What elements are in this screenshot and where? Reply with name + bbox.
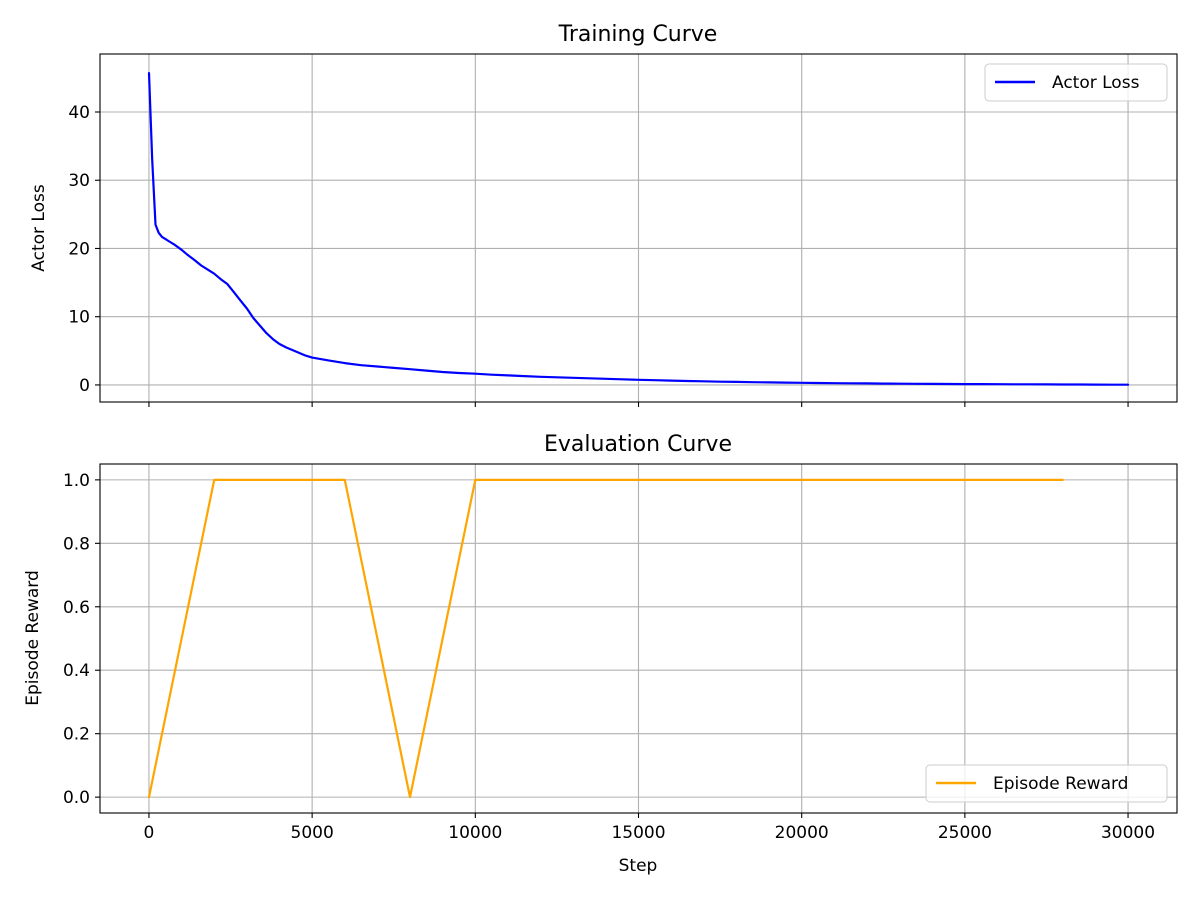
evaluation-curve-ytick-label: 0.4 bbox=[63, 661, 90, 681]
evaluation-curve-ytick-label: 0.2 bbox=[63, 725, 90, 745]
evaluation-curve-legend: Episode Reward bbox=[926, 765, 1167, 802]
actor-loss-legend-label: Actor Loss bbox=[1052, 73, 1140, 93]
evaluation-curve-ytick-label: 0.6 bbox=[63, 598, 90, 618]
evaluation-curve-xtick-label: 10000 bbox=[448, 823, 502, 843]
episode-reward-legend-label: Episode Reward bbox=[993, 774, 1128, 794]
evaluation-curve-xtick-label: 25000 bbox=[938, 823, 992, 843]
training-curve-title: Training Curve bbox=[558, 22, 718, 47]
training-curve-ytick-label: 20 bbox=[68, 239, 90, 259]
evaluation-curve-xlabel: Step bbox=[619, 856, 658, 876]
evaluation-curve-xtick-label: 30000 bbox=[1101, 823, 1155, 843]
evaluation-curve-ytick-label: 1.0 bbox=[63, 471, 90, 491]
evaluation-curve-xtick-label: 0 bbox=[144, 823, 155, 843]
training-curve-ylabel: Actor Loss bbox=[29, 184, 49, 272]
evaluation-curve-ylabel: Episode Reward bbox=[23, 570, 43, 705]
training-curve-legend: Actor Loss bbox=[985, 64, 1167, 101]
evaluation-curve-xtick-label: 15000 bbox=[611, 823, 665, 843]
evaluation-curve-ytick-label: 0.8 bbox=[63, 534, 90, 554]
training-curve-ytick-label: 10 bbox=[68, 308, 90, 328]
evaluation-curve-ytick-label: 0.0 bbox=[63, 788, 90, 808]
evaluation-curve-xtick-label: 20000 bbox=[775, 823, 829, 843]
training-curve-ytick-label: 30 bbox=[68, 171, 90, 191]
training-curve-ytick-label: 40 bbox=[68, 103, 90, 123]
training-curve-ytick-label: 0 bbox=[79, 376, 90, 396]
evaluation-curve-xtick-label: 5000 bbox=[291, 823, 334, 843]
evaluation-curve-title: Evaluation Curve bbox=[544, 432, 732, 457]
